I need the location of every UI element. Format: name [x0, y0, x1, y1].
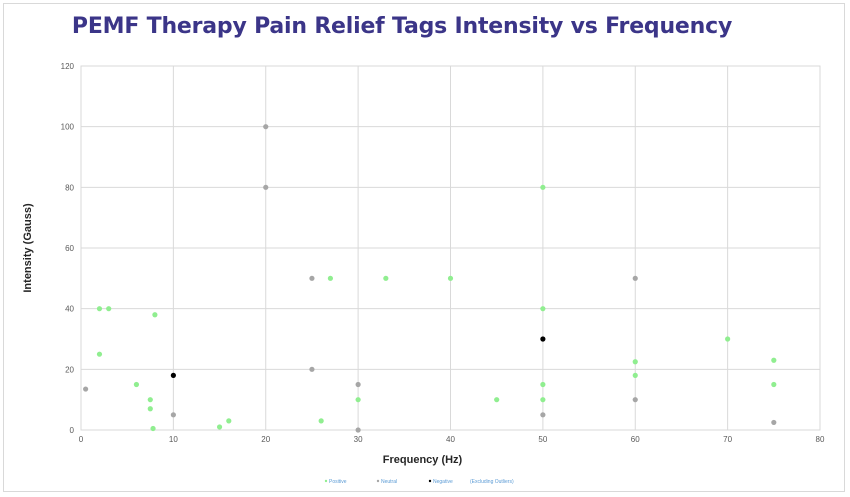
- positive-point[interactable]: [133, 381, 140, 388]
- x-tick-label: 30: [354, 435, 363, 444]
- positive-point[interactable]: [216, 424, 223, 430]
- neutral-point[interactable]: [632, 397, 638, 403]
- x-tick-label: 10: [169, 435, 178, 444]
- legend-note: (Excluding Outliers): [470, 479, 514, 485]
- neutral-point[interactable]: [355, 381, 361, 388]
- positive-point[interactable]: [150, 425, 156, 432]
- y-tick-label: 120: [61, 62, 75, 71]
- positive-point[interactable]: [96, 351, 103, 357]
- x-tick-label: 80: [816, 435, 825, 444]
- x-tick-label: 20: [261, 435, 270, 444]
- neutral-point[interactable]: [263, 124, 269, 130]
- legend-marker-negative: [428, 479, 432, 483]
- neutral-point[interactable]: [309, 275, 315, 281]
- x-tick-label: 60: [631, 435, 640, 444]
- x-axis-title: Frequency (Hz): [383, 454, 463, 466]
- positive-point[interactable]: [447, 275, 454, 281]
- x-tick-label: 40: [446, 435, 455, 444]
- positive-point[interactable]: [540, 184, 546, 190]
- positive-point[interactable]: [106, 306, 112, 312]
- y-tick-label: 80: [65, 183, 74, 192]
- neutral-point[interactable]: [540, 412, 546, 418]
- x-tick-label: 50: [538, 435, 547, 444]
- chart-title: PEMF Therapy Pain Relief Tags Intensity …: [71, 14, 733, 39]
- positive-point[interactable]: [383, 275, 389, 281]
- y-tick-label: 0: [70, 426, 75, 435]
- negative-point[interactable]: [540, 336, 546, 342]
- y-axis-title: Intensity (Gauss): [22, 203, 34, 293]
- positive-point[interactable]: [540, 381, 546, 388]
- positive-point[interactable]: [147, 397, 153, 403]
- positive-point[interactable]: [632, 359, 638, 365]
- legend-label-positive: Positive: [329, 479, 347, 485]
- positive-point[interactable]: [96, 306, 103, 312]
- neutral-point[interactable]: [355, 427, 361, 433]
- positive-point[interactable]: [152, 312, 158, 318]
- positive-point[interactable]: [327, 275, 334, 281]
- legend-label-negative: Negative: [433, 479, 453, 485]
- positive-point[interactable]: [494, 397, 500, 403]
- y-tick-label: 20: [65, 365, 74, 374]
- y-tick-label: 60: [65, 244, 74, 253]
- positive-point[interactable]: [355, 397, 361, 403]
- neutral-point[interactable]: [632, 275, 638, 281]
- positive-point[interactable]: [318, 418, 324, 424]
- legend-marker-neutral: [376, 479, 380, 483]
- positive-point[interactable]: [725, 336, 731, 342]
- neutral-point[interactable]: [771, 419, 777, 426]
- positive-point[interactable]: [147, 406, 153, 412]
- y-tick-label: 40: [65, 305, 74, 314]
- positive-point[interactable]: [771, 381, 777, 388]
- positive-point[interactable]: [632, 372, 638, 378]
- positive-point[interactable]: [540, 306, 546, 312]
- neutral-point[interactable]: [170, 412, 176, 418]
- positive-point[interactable]: [771, 357, 777, 363]
- legend-marker-positive: [324, 479, 328, 483]
- positive-point[interactable]: [540, 397, 546, 403]
- neutral-point[interactable]: [263, 184, 269, 190]
- legend-label-neutral: Neutral: [381, 479, 397, 485]
- neutral-point[interactable]: [309, 366, 315, 372]
- x-tick-label: 70: [723, 435, 732, 444]
- negative-point[interactable]: [170, 372, 176, 378]
- positive-point[interactable]: [226, 418, 232, 424]
- x-tick-label: 0: [79, 435, 84, 444]
- neutral-point[interactable]: [83, 386, 89, 392]
- y-tick-label: 100: [61, 123, 75, 132]
